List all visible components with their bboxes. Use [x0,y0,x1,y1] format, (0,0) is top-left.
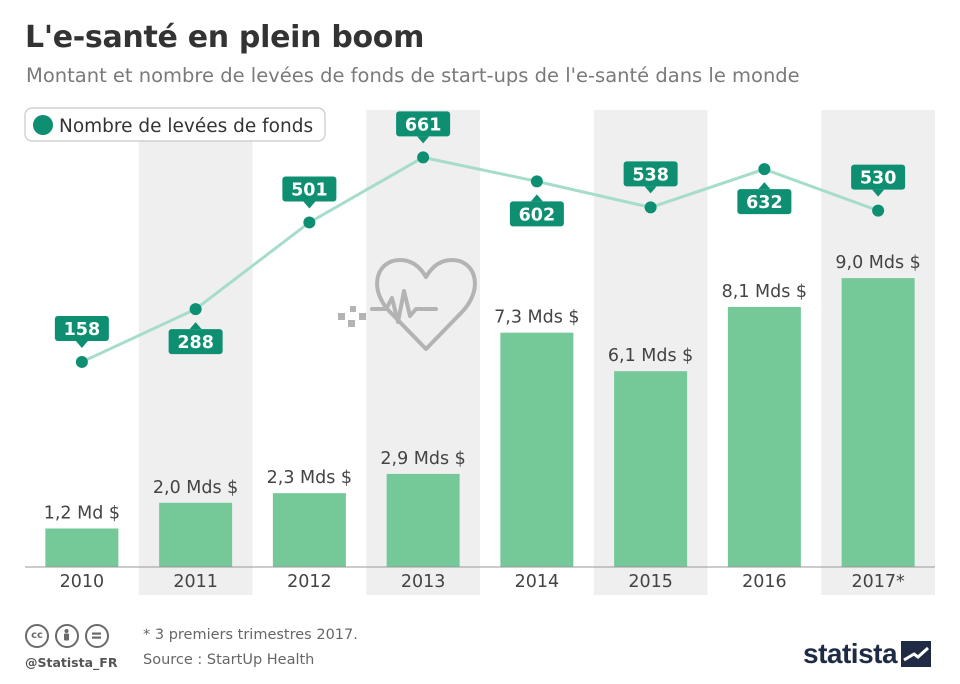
line-value: 501 [291,180,328,200]
line-point [417,151,430,164]
chart-title: L'e-santé en plein boom [25,20,425,55]
line-value-label: 501 [282,176,337,209]
bars [45,278,915,567]
label-pointer [189,322,202,330]
line-point [75,355,88,368]
legend-box [24,107,326,142]
cc-icon: cc [25,624,49,648]
line-series: 158 288 501 661 602 538 632 530 [54,111,906,368]
label-box [509,201,564,227]
line-value: 288 [177,333,214,353]
label-pointer [872,189,885,197]
label-pointer [417,136,430,144]
footnote: * 3 premiers trimestres 2017. [143,627,358,643]
chart-subtitle: Montant et nombre de levées de fonds de … [26,64,800,87]
logo-text: statista [803,638,898,669]
nd-icon [85,624,109,648]
bar [159,502,233,567]
line-value: 632 [746,193,783,213]
x-tick-label: 2014 [515,572,560,592]
bar [45,528,119,567]
x-tick-label: 2017* [851,572,905,592]
line-value-label: 632 [737,182,792,215]
line-point [189,303,202,316]
line-value-label: 661 [396,111,451,144]
social-handle: @Statista_FR [25,655,118,670]
line-value: 661 [405,115,442,135]
bar-label: 9,0 Mds $ [835,253,920,273]
bar-labels: 1,2 Md $ 2,0 Mds $ 2,3 Mds $ 2,9 Mds $ 7,3 M… [44,253,921,523]
bar-label: 2,3 Mds $ [267,468,352,488]
bar-label: 6,1 Mds $ [608,346,693,366]
label-box [851,164,906,190]
bar [614,371,688,567]
label-box [396,111,451,137]
line-value: 158 [64,320,101,340]
line-value: 602 [519,205,556,225]
label-box [282,176,337,202]
line-value: 530 [860,169,897,189]
label-pointer [644,186,657,194]
statista-logo[interactable]: statista [803,638,932,670]
line-point [644,201,657,214]
label-pointer [758,182,771,190]
line-point [303,216,316,229]
x-tick-label: 2016 [742,572,787,592]
bar-label: 8,1 Mds $ [722,282,807,302]
bar [500,332,574,567]
x-tick-label: 2011 [173,572,218,592]
x-tick-label: 2015 [628,572,673,592]
label-box [737,189,792,215]
label-box [54,315,109,341]
line-value: 538 [632,165,669,185]
x-tick-label: 2010 [60,572,105,592]
series-line [81,155,879,364]
line-value-label: 530 [851,164,906,197]
legend-label: Nombre de levées de fonds [59,116,313,137]
label-box [168,329,223,355]
x-tick-label: 2013 [401,572,446,592]
line-value-label: 158 [54,315,109,348]
bar [386,473,460,567]
bar [727,306,801,567]
line-value-label: 538 [623,161,678,194]
bar [272,493,346,567]
line-value-label: 602 [509,194,564,227]
bar-label: 2,9 Mds $ [380,449,465,469]
label-box [623,161,678,187]
x-tick-label: 2012 [287,572,332,592]
line-value-label: 288 [168,322,223,355]
by-icon [55,624,79,648]
line-point [872,204,885,217]
logo-icon [901,641,932,667]
bar-label: 1,2 Md $ [44,503,120,523]
legend: Nombre de levées de fonds [24,107,326,142]
bar-label: 7,3 Mds $ [494,308,579,328]
label-pointer [303,201,316,209]
line-point [758,163,771,176]
label-pointer [75,340,88,348]
source-note: Source : StartUp Health [143,652,315,668]
license-icons: cc [25,624,109,648]
line-point [530,175,543,188]
x-tick-labels: 2010 2011 2012 2013 2014 2015 2016 2017* [60,572,905,592]
bar [841,278,915,567]
legend-marker [33,115,53,135]
heartbeat-icon [338,258,477,351]
bar-label: 2,0 Mds $ [153,478,238,498]
chart: 1,2 Md $ 2,0 Mds $ 2,3 Mds $ 2,9 Mds $ 7,3 M… [24,107,935,595]
label-pointer [530,194,543,202]
